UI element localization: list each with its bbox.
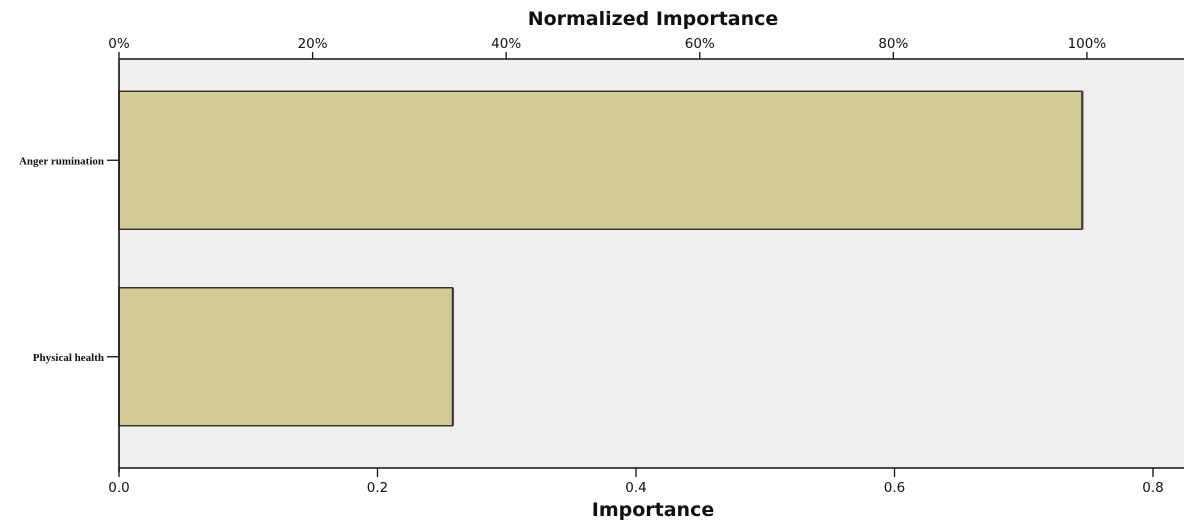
bottom-tick-label: 0.4: [625, 480, 646, 496]
top-tick-label: 100%: [1068, 36, 1107, 52]
bottom-tick-label: 0.0: [108, 480, 129, 496]
bar-physical-health: [118, 287, 454, 427]
top-tick-label: 80%: [878, 36, 908, 52]
top-tick-label: 60%: [685, 36, 715, 52]
bottom-axis-title: Importance: [592, 499, 714, 521]
top-axis-title: Normalized Importance: [528, 8, 779, 30]
category-label: Anger rumination: [19, 155, 104, 167]
bottom-tick-label: 0.2: [367, 480, 388, 496]
bottom-tick-label: 0.8: [1142, 480, 1163, 496]
bars-layer: [118, 90, 1084, 427]
axes-layer: [107, 52, 1184, 477]
labels-layer: Anger rumination Physical health 0.0 0.2 0.4…: [19, 36, 1164, 496]
bar-anger-rumination: [118, 90, 1083, 230]
category-label: Physical health: [33, 352, 104, 364]
bottom-tick-label: 0.6: [884, 480, 905, 496]
top-tick-label: 0%: [108, 36, 130, 52]
top-tick-label: 20%: [298, 36, 328, 52]
top-tick-label: 40%: [491, 36, 521, 52]
